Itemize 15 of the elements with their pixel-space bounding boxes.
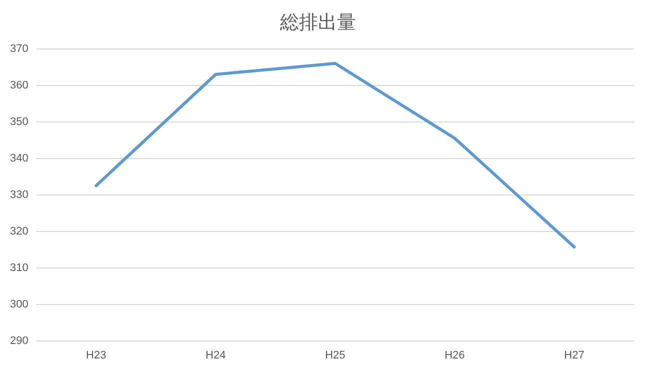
y-tick-label: 360 [10,79,28,92]
y-tick-label: 320 [10,225,28,238]
y-tick-label: 310 [10,262,28,274]
y-tick-label: 330 [10,188,28,201]
x-tick-label: H24 [206,349,226,362]
chart-title: 総排出量 [279,12,356,34]
y-tick-label: 340 [10,152,28,164]
x-tick-label: H27 [564,349,584,362]
x-tick-label: H25 [325,349,346,362]
x-tick-label: H26 [444,349,465,362]
x-tick-label: H23 [86,349,106,362]
y-tick-label: 290 [10,334,28,347]
y-tick-label: 300 [10,298,28,310]
y-tick-label: 370 [10,42,28,55]
y-tick-label: 350 [10,116,28,128]
